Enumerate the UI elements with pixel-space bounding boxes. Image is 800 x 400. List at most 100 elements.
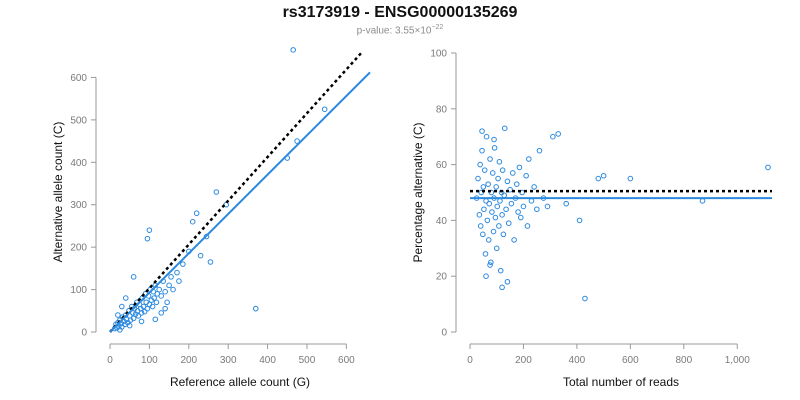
data-point <box>495 175 501 182</box>
data-point <box>496 159 503 165</box>
data-point <box>520 203 527 210</box>
y-tick-label: 80 <box>436 104 448 115</box>
data-point <box>536 147 543 154</box>
x-tick-label: 300 <box>220 355 237 366</box>
data-point <box>162 288 168 295</box>
data-point <box>481 167 488 173</box>
data-point <box>162 305 168 312</box>
data-point <box>503 206 509 213</box>
data-point <box>486 200 493 207</box>
data-point <box>492 214 499 221</box>
data-point <box>480 231 486 238</box>
p-value-subtitle: p-value: 3.55×10−22 <box>0 24 800 36</box>
y-tick-label: 200 <box>70 243 87 254</box>
data-point <box>180 261 186 267</box>
data-point <box>153 299 160 306</box>
data-point <box>189 218 196 225</box>
data-point <box>523 172 529 179</box>
data-point <box>146 227 153 233</box>
data-point <box>151 295 157 301</box>
x-tick-label: 1,000 <box>725 355 750 366</box>
data-point <box>595 175 602 182</box>
data-point <box>516 164 523 171</box>
data-point <box>122 295 129 301</box>
data-point <box>290 47 296 53</box>
data-point <box>524 223 531 229</box>
data-point <box>550 133 556 140</box>
x-tick-label: 800 <box>675 355 692 366</box>
fitted-ratio-line <box>109 71 371 333</box>
data-point <box>483 273 489 280</box>
data-point <box>477 223 484 229</box>
data-point <box>170 286 176 293</box>
data-point <box>168 274 174 280</box>
data-point <box>119 303 125 310</box>
data-point <box>493 245 500 252</box>
y-axis-title: Percentage alternative (C) <box>411 122 425 262</box>
data-point <box>499 284 505 291</box>
data-point <box>481 206 487 213</box>
data-point <box>488 259 494 266</box>
y-tick-label: 500 <box>70 115 87 126</box>
data-point <box>491 136 497 143</box>
data-point <box>627 175 634 182</box>
data-point <box>152 316 159 323</box>
data-point <box>484 217 491 224</box>
data-point <box>699 198 706 204</box>
data-point <box>479 128 485 134</box>
data-point <box>497 267 504 274</box>
data-point <box>487 156 493 162</box>
x-axis-title: Total number of reads <box>563 375 679 389</box>
y-tick-label: 600 <box>70 73 87 84</box>
data-point <box>508 200 515 207</box>
data-point <box>765 164 771 171</box>
data-point <box>126 322 133 329</box>
data-point <box>475 175 481 182</box>
data-point <box>488 189 495 196</box>
data-point <box>519 189 525 196</box>
data-point <box>500 231 507 238</box>
data-point <box>480 184 487 190</box>
y-tick-label: 60 <box>436 160 448 171</box>
data-point <box>193 210 200 217</box>
y-tick-label: 20 <box>436 272 448 283</box>
data-point <box>115 312 121 318</box>
data-point <box>493 184 499 190</box>
data-point <box>534 206 540 213</box>
data-point <box>517 214 524 221</box>
data-point <box>138 318 145 325</box>
data-point <box>504 278 511 285</box>
data-point <box>555 131 561 137</box>
data-point <box>294 138 300 144</box>
data-point <box>174 269 180 276</box>
x-tick-label: 200 <box>515 355 532 366</box>
data-point <box>156 286 163 293</box>
data-point <box>479 147 485 154</box>
y-tick-label: 100 <box>70 285 87 296</box>
y-tick-label: 40 <box>436 216 448 227</box>
data-point <box>485 237 492 243</box>
data-point <box>499 212 505 218</box>
x-tick-label: 500 <box>299 355 316 366</box>
data-point <box>501 125 508 132</box>
data-point <box>478 189 485 196</box>
data-point <box>144 235 151 242</box>
x-tick-label: 400 <box>569 355 586 366</box>
data-point <box>213 189 220 195</box>
y-tick-label: 0 <box>441 328 447 339</box>
data-point <box>489 209 495 215</box>
chart-title: rs3173919 - ENSG00000135269 <box>282 4 518 21</box>
data-point <box>483 133 490 140</box>
x-tick-label: 100 <box>141 355 158 366</box>
data-point <box>130 274 137 280</box>
data-point <box>494 203 501 210</box>
data-point <box>477 161 483 168</box>
data-point <box>497 198 503 204</box>
data-point <box>491 145 498 151</box>
data-point <box>476 212 483 218</box>
data-point <box>117 327 123 333</box>
data-point <box>482 251 489 257</box>
y-axis-title: Alternative allele count (C) <box>51 122 65 263</box>
data-point <box>149 303 156 310</box>
